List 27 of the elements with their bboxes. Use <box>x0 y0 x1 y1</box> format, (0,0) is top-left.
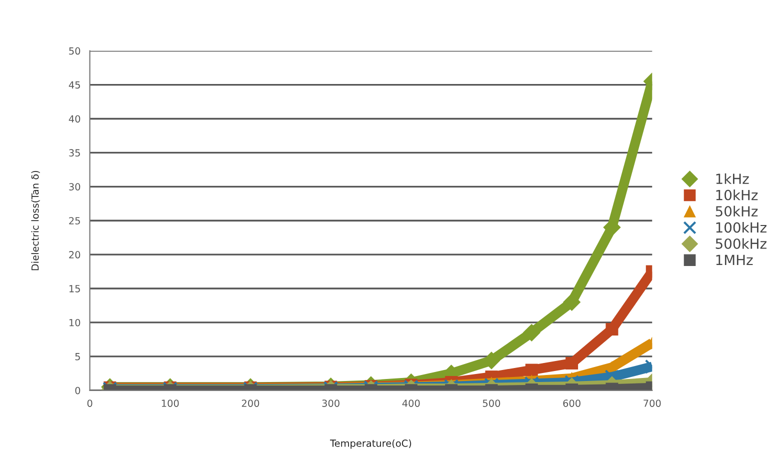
x-tick-label: 400 <box>402 400 420 407</box>
legend-label: 50kHz <box>716 206 758 217</box>
x-tick-label: 100 <box>162 400 179 407</box>
x-axis-title: Temperature(oC) <box>330 439 412 449</box>
y-tick-label: 20 <box>69 251 80 258</box>
y-tick-label: 0 <box>75 386 80 394</box>
y-tick-label: 5 <box>75 353 80 360</box>
legend-label: 100kHz <box>716 222 766 233</box>
legend-label: 10kHz <box>716 190 758 200</box>
y-tick-label: 45 <box>68 81 80 89</box>
x-tick-label: 500 <box>482 400 500 407</box>
x-tick-label: 200 <box>242 400 260 407</box>
x-tick-label: 300 <box>322 400 340 407</box>
y-axis-title: Dielectric loss(Tan δ) <box>31 170 40 270</box>
legend-label: 1MHz <box>716 254 753 265</box>
y-tick-label: 25 <box>69 217 80 224</box>
legend-label: 1kHz <box>716 173 749 184</box>
x-tick-label: 600 <box>563 400 580 407</box>
y-tick-label: 40 <box>68 115 80 123</box>
y-tick-label: 50 <box>69 47 80 55</box>
y-tick-label: 15 <box>69 285 80 292</box>
x-tick-label: 0 <box>87 400 92 407</box>
y-tick-label: 30 <box>69 183 80 190</box>
y-tick-label: 10 <box>69 318 80 326</box>
y-tick-label: 35 <box>69 149 80 157</box>
x-tick-label: 700 <box>644 400 661 407</box>
legend-label: 500kHz <box>716 238 766 249</box>
